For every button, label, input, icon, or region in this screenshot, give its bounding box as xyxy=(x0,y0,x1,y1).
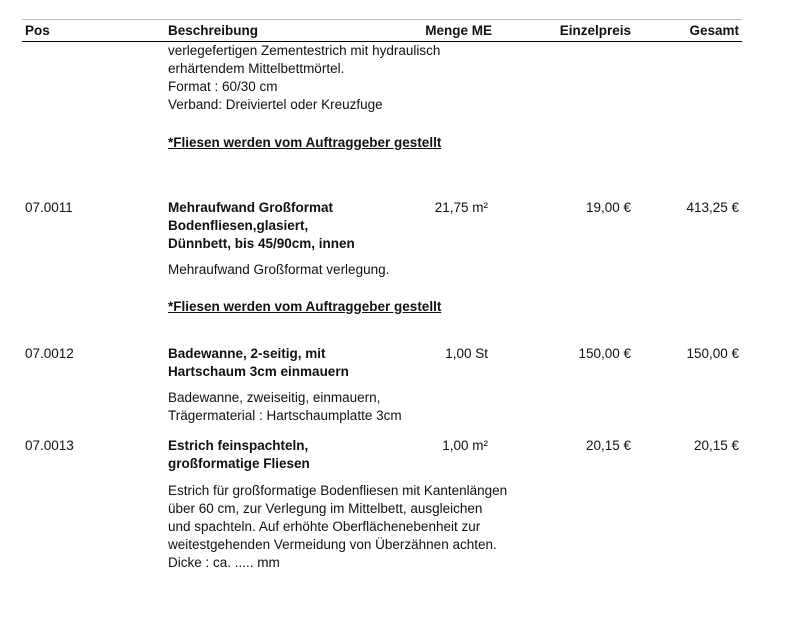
header-bottom-rule xyxy=(22,41,742,42)
note: *Fliesen werden vom Auftraggeber gestell… xyxy=(168,135,442,150)
continuation-text: verlegefertigen Zementestrich mit hydrau… xyxy=(168,42,440,114)
item-pos: 07.0013 xyxy=(25,438,74,453)
desc-line: Trägermaterial : Hartschaumplatte 3cm xyxy=(168,408,402,423)
desc-line: Verband: Dreiviertel oder Kreuzfuge xyxy=(168,97,383,112)
item-gesamt: 413,25 € xyxy=(686,200,739,215)
item-title: Badewanne, 2-seitig, mit Hartschaum 3cm … xyxy=(168,345,349,381)
item-title: Estrich feinspachteln, großformatige Fli… xyxy=(168,437,310,473)
title-line: Estrich feinspachteln, xyxy=(168,438,309,453)
item-einzelpreis: 20,15 € xyxy=(585,438,631,453)
item-pos: 07.0012 xyxy=(25,346,74,361)
desc-line: Estrich für großformatige Bodenfliesen m… xyxy=(168,483,508,498)
desc-line: über 60 cm, zur Verlegung im Mittelbett,… xyxy=(168,501,483,516)
desc-line: weitestgehenden Vermeidung von Überzähne… xyxy=(168,537,497,552)
desc-line: Dicke : ca. ..... mm xyxy=(168,555,280,570)
item-desc: Badewanne, zweiseitig, einmauern, Träger… xyxy=(168,389,402,425)
desc-line: Format : 60/30 cm xyxy=(168,79,278,94)
header-einzelpreis: Einzelpreis xyxy=(559,23,631,38)
header-gesamt: Gesamt xyxy=(689,23,739,38)
header-top-rule xyxy=(22,19,742,20)
title-line: Dünnbett, bis 45/90cm, innen xyxy=(168,236,355,251)
item-desc: Mehraufwand Großformat verlegung. xyxy=(168,261,389,279)
item-einzelpreis: 150,00 € xyxy=(578,346,631,361)
item-menge: 1,00 m² xyxy=(442,438,488,453)
title-line: Mehraufwand Großformat xyxy=(168,200,334,215)
title-line: Hartschaum 3cm einmauern xyxy=(168,364,349,379)
title-line: Bodenfliesen,glasiert, xyxy=(168,218,309,233)
item-menge: 21,75 m² xyxy=(434,200,488,215)
item-title: Mehraufwand Großformat Bodenfliesen,glas… xyxy=(168,199,355,253)
header-beschreibung: Beschreibung xyxy=(168,23,259,38)
item-einzelpreis: 19,00 € xyxy=(585,200,631,215)
item-pos: 07.0011 xyxy=(25,200,73,215)
title-line: Badewanne, 2-seitig, mit xyxy=(168,346,326,361)
desc-line: und spachteln. Auf erhöhte Oberflächeneb… xyxy=(168,519,481,534)
note: *Fliesen werden vom Auftraggeber gestell… xyxy=(168,299,442,314)
title-line: großformatige Fliesen xyxy=(168,456,310,471)
desc-line: erhärtendem Mittelbettmörtel. xyxy=(168,61,345,76)
header-pos: Pos xyxy=(25,23,50,38)
item-gesamt: 20,15 € xyxy=(693,438,739,453)
desc-line: Badewanne, zweiseitig, einmauern, xyxy=(168,390,381,405)
item-desc: Estrich für großformatige Bodenfliesen m… xyxy=(168,482,507,572)
desc-line: verlegefertigen Zementestrich mit hydrau… xyxy=(168,43,441,58)
header-menge-me: Menge ME xyxy=(425,23,492,38)
item-gesamt: 150,00 € xyxy=(686,346,739,361)
item-menge: 1,00 St xyxy=(445,346,488,361)
desc-line: Mehraufwand Großformat verlegung. xyxy=(168,262,390,277)
